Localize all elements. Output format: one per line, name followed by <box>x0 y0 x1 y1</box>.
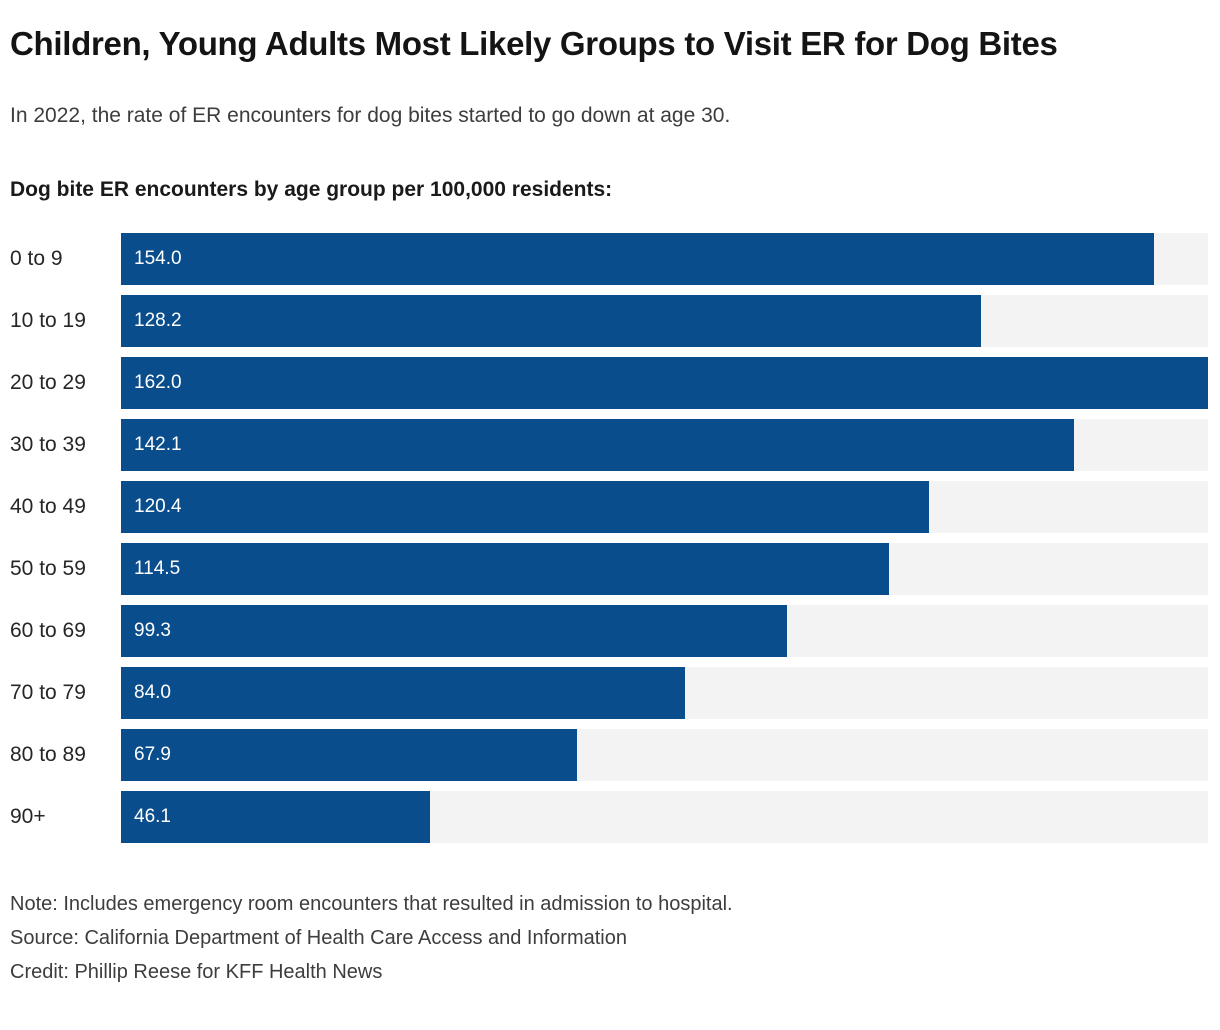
bar-value: 114.5 <box>134 557 181 579</box>
bar-label: 40 to 49 <box>10 494 86 518</box>
bar-label: 60 to 69 <box>10 618 86 642</box>
bar-label: 30 to 39 <box>10 432 86 456</box>
bar-value: 67.9 <box>134 743 171 765</box>
bar-value: 162.0 <box>134 371 182 393</box>
bar-label: 90+ <box>10 804 46 828</box>
bar-label: 10 to 19 <box>10 308 86 332</box>
bar: 162.0 <box>121 356 1208 409</box>
chart-title: Dog bite ER encounters by age group per … <box>10 177 613 201</box>
bar-track: 154.0 <box>121 232 1208 285</box>
bar-row: 70 to 79 84.0 <box>10 666 1208 719</box>
bar-row: 50 to 59 114.5 <box>10 542 1208 595</box>
bar-row: 0 to 9 154.0 <box>10 232 1208 285</box>
bar-row: 80 to 89 67.9 <box>10 728 1208 781</box>
bar-track: 162.0 <box>121 356 1208 409</box>
page-title: Children, Young Adults Most Likely Group… <box>10 25 1058 62</box>
chart-footer: Note: Includes emergency room encounters… <box>10 887 1208 989</box>
bar-chart: 0 to 9 154.0 10 to 19 128.2 20 to 29 162… <box>10 232 1208 843</box>
bar-label: 70 to 79 <box>10 680 86 704</box>
bar-value: 154.0 <box>134 247 182 269</box>
bar-track: 128.2 <box>121 294 1208 347</box>
bar-value: 84.0 <box>134 681 171 703</box>
bar-track: 120.4 <box>121 480 1208 533</box>
bar: 128.2 <box>121 294 982 347</box>
bar-row: 30 to 39 142.1 <box>10 418 1208 471</box>
bar-row: 60 to 69 99.3 <box>10 604 1208 657</box>
bar: 46.1 <box>121 790 431 843</box>
bar-label: 50 to 59 <box>10 556 86 580</box>
bar-track: 114.5 <box>121 542 1208 595</box>
bar: 99.3 <box>121 604 788 657</box>
bar: 120.4 <box>121 480 929 533</box>
bar-track: 99.3 <box>121 604 1208 657</box>
bar-track: 46.1 <box>121 790 1208 843</box>
bar-value: 128.2 <box>134 309 182 331</box>
bar: 67.9 <box>121 728 577 781</box>
bar-value: 142.1 <box>134 433 182 455</box>
bar-row: 20 to 29 162.0 <box>10 356 1208 409</box>
bar: 84.0 <box>121 666 685 719</box>
bar-label: 0 to 9 <box>10 246 63 270</box>
bar-value: 46.1 <box>134 805 171 827</box>
bar-row: 10 to 19 128.2 <box>10 294 1208 347</box>
bar-row: 90+ 46.1 <box>10 790 1208 843</box>
bar-label: 20 to 29 <box>10 370 86 394</box>
bar-value: 99.3 <box>134 619 171 641</box>
footer-credit: Credit: Phillip Reese for KFF Health New… <box>10 960 383 983</box>
footer-source: Source: California Department of Health … <box>10 926 627 949</box>
footer-note: Note: Includes emergency room encounters… <box>10 892 733 915</box>
bar-track: 67.9 <box>121 728 1208 781</box>
bar: 114.5 <box>121 542 890 595</box>
bar: 154.0 <box>121 232 1155 285</box>
bar-label: 80 to 89 <box>10 742 86 766</box>
bar-value: 120.4 <box>134 495 182 517</box>
subtitle: In 2022, the rate of ER encounters for d… <box>10 103 731 127</box>
bar-row: 40 to 49 120.4 <box>10 480 1208 533</box>
bar-track: 142.1 <box>121 418 1208 471</box>
bar-track: 84.0 <box>121 666 1208 719</box>
bar: 142.1 <box>121 418 1075 471</box>
